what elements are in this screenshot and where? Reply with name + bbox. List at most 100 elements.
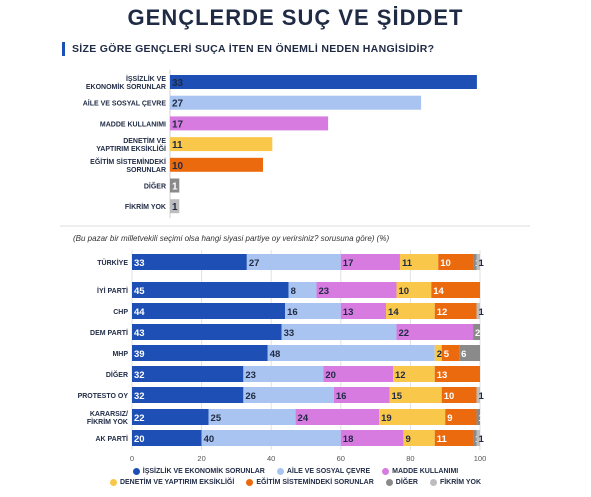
legend-label: FİKRİM YOK — [439, 479, 482, 486]
stacked-segment — [288, 282, 317, 298]
legend-item: EĞİTİM SİSTEMİNDEKİ SORUNLAR — [246, 479, 374, 486]
data-label: 23 — [245, 370, 256, 381]
data-label: 11 — [172, 140, 183, 151]
data-label: 19 — [381, 413, 392, 424]
data-label: 1 — [172, 182, 178, 193]
category-label: DENETİM VE — [123, 137, 166, 145]
data-label: 22 — [134, 413, 145, 424]
stacked-segment — [434, 303, 477, 319]
category-label: YAPTIRIM EKSİKLİĞİ — [96, 144, 166, 153]
data-label: 9 — [447, 413, 452, 424]
legend-swatch — [132, 468, 140, 475]
stacked-segment — [267, 345, 435, 361]
data-label: 13 — [437, 370, 448, 381]
category-label: PROTESTO OY — [78, 393, 129, 400]
stacked-segment — [132, 430, 202, 446]
stacked-segment — [445, 409, 477, 425]
stacked-segment — [389, 387, 442, 403]
tick-label: 0 — [130, 454, 134, 463]
category-label: EĞİTİM SİSTEMİNDEKİ — [90, 157, 166, 166]
page-title: GENÇLERDE SUÇ VE ŞİDDET — [127, 5, 464, 30]
legend: İŞSİZLİK VE EKONOMİK SORUNLAR AİLE VE SOS… — [0, 468, 591, 490]
data-label: 44 — [134, 307, 145, 318]
bar — [170, 116, 329, 131]
data-label: 32 — [134, 370, 145, 381]
stacked-segment — [393, 366, 435, 382]
data-label: 22 — [398, 328, 409, 339]
data-label: 18 — [343, 434, 354, 445]
stacked-segment — [441, 387, 477, 403]
stacked-segment — [132, 387, 244, 403]
category-label: CHP — [113, 309, 128, 316]
data-label: 48 — [270, 349, 281, 360]
stacked-segment — [459, 345, 480, 361]
data-label: 1 — [172, 202, 178, 213]
stacked-segment — [246, 254, 341, 270]
data-label: 6 — [461, 349, 466, 360]
stacked-segment — [441, 345, 460, 361]
data-label: 12 — [437, 307, 448, 318]
data-label: 1 — [479, 434, 485, 445]
category-label: AK PARTİ — [95, 435, 128, 443]
category-label: DEM PARTİ — [90, 329, 128, 337]
stacked-segment — [476, 430, 480, 446]
category-label: İŞSİZLİK VE — [126, 75, 166, 83]
stacked-segment — [281, 324, 397, 340]
tick-label: 20 — [197, 454, 205, 463]
stacked-segment — [132, 254, 247, 270]
data-label: 1 — [479, 413, 485, 424]
stacked-segment — [201, 430, 341, 446]
question-text: SİZE GÖRE GENÇLERİ SUÇA İTEN EN ÖNEMLİ N… — [72, 43, 435, 55]
data-label: 23 — [318, 286, 329, 297]
stacked-segment — [208, 409, 296, 425]
stacked-segment — [434, 366, 480, 382]
category-label: AİLE VE SOSYAL ÇEVRE — [83, 100, 167, 108]
legend-label: İŞSİZLİK VE EKONOMİK SORUNLAR — [142, 468, 265, 475]
legend-label: AİLE VE SOSYAL ÇEVRE — [286, 468, 371, 475]
data-label: 27 — [172, 99, 184, 110]
stacked-segment — [476, 409, 480, 425]
stacked-segment — [473, 324, 480, 340]
data-label: 24 — [298, 413, 309, 424]
category-label: FİKRİM YOK — [87, 418, 128, 426]
data-label: 5 — [444, 349, 450, 360]
stacked-segment — [243, 387, 334, 403]
legend-swatch — [276, 468, 284, 475]
stacked-segment — [434, 430, 474, 446]
category-label: İYİ PARTİ — [97, 287, 128, 295]
data-label: 1 — [479, 391, 485, 402]
stacked-segment — [403, 430, 435, 446]
stacked-segment — [132, 303, 286, 319]
legend-label: DENETİM VE YAPTIRIM EKSİKLİĞİ — [119, 479, 235, 486]
stacked-segment — [333, 387, 390, 403]
data-label: 10 — [172, 161, 184, 172]
category-label: DİĞER — [106, 370, 128, 379]
stacked-segment — [476, 387, 480, 403]
stacked-segment — [396, 282, 432, 298]
data-label: 33 — [134, 258, 145, 269]
stacked-segment — [386, 303, 435, 319]
bar — [170, 137, 273, 152]
data-label: 43 — [134, 328, 145, 339]
bar — [170, 178, 180, 193]
category-label: SORUNLAR — [126, 167, 166, 174]
subtitle-accent-bar — [62, 42, 65, 56]
data-label: 1 — [479, 307, 485, 318]
stacked-segment — [132, 366, 244, 382]
stacked-segment — [243, 366, 324, 382]
legend-swatch — [429, 479, 437, 486]
data-label: 20 — [134, 434, 145, 445]
tick-label: 40 — [267, 454, 275, 463]
data-label: 40 — [204, 434, 215, 445]
legend-row: İŞSİZLİK VE EKONOMİK SORUNLAR AİLE VE SOS… — [0, 468, 591, 475]
stacked-segment — [285, 303, 341, 319]
data-label: 2 — [475, 328, 480, 339]
category-label: MADDE KULLANIMI — [100, 121, 166, 128]
data-label: 26 — [245, 391, 256, 402]
stacked-segment — [316, 282, 397, 298]
stacked-segment — [396, 324, 474, 340]
data-label: 2 — [437, 349, 442, 360]
stacked-segment — [434, 345, 442, 361]
data-label: 45 — [134, 286, 145, 297]
stacked-segment — [399, 254, 439, 270]
